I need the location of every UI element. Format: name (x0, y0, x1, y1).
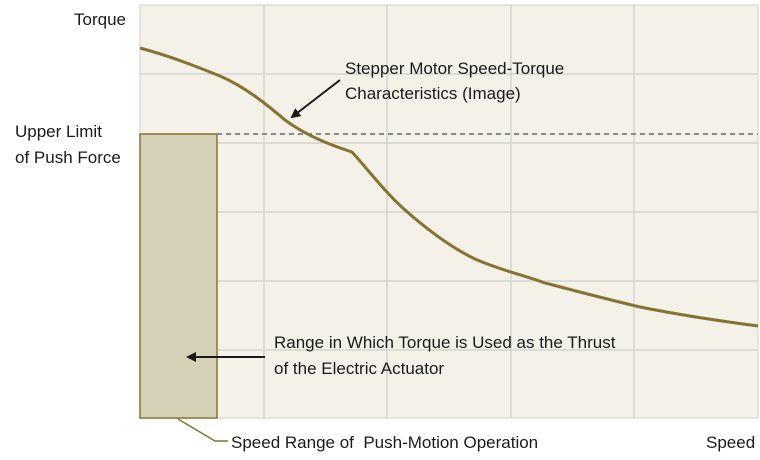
speed-range-leader-line (177, 418, 228, 442)
upper-limit-label-line1: Upper Limit (15, 122, 102, 141)
grid (140, 5, 758, 418)
y-axis-label: Torque (74, 10, 126, 29)
thrust-callout-line2: of the Electric Actuator (274, 359, 444, 378)
thrust-callout-line1: Range in Which Torque is Used as the Thr… (274, 333, 616, 352)
speed-range-label: Speed Range of Push-Motion Operation (231, 433, 538, 452)
x-axis-label: Speed (706, 433, 755, 452)
push-motion-speed-range-bar (139, 133, 218, 419)
curve-callout-line1: Stepper Motor Speed-Torque (345, 59, 564, 78)
curve-callout-arrow (290, 79, 341, 119)
curve-callout-line2: Characteristics (Image) (345, 84, 521, 103)
upper-limit-label-line2: of Push Force (15, 148, 121, 167)
speed-torque-curve (139, 46, 759, 328)
